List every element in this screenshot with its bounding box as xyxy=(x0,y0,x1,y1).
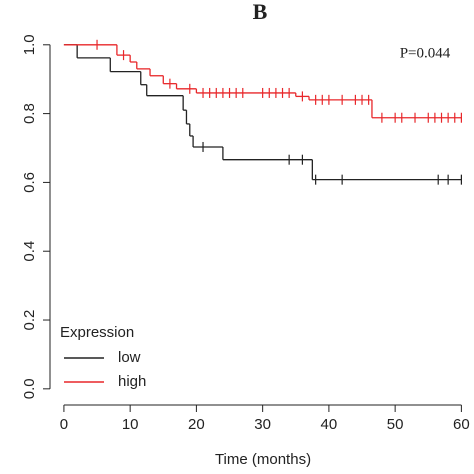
x-axis-label: Time (months) xyxy=(215,451,311,468)
y-tick-label: 1.0 xyxy=(21,34,38,55)
y-tick-label: 0.8 xyxy=(21,103,38,124)
y-tick-label: 0.2 xyxy=(21,310,38,331)
x-tick-label: 60 xyxy=(453,416,470,433)
legend-label: low xyxy=(118,349,141,366)
x-tick-label: 30 xyxy=(254,416,271,433)
legend-title: Expression xyxy=(60,324,134,341)
y-tick-label: 0.6 xyxy=(21,172,38,193)
x-tick-label: 20 xyxy=(188,416,205,433)
x-tick-label: 0 xyxy=(60,416,68,433)
x-tick-label: 10 xyxy=(122,416,139,433)
chart-title: B xyxy=(253,0,268,24)
y-tick-label: 0.4 xyxy=(21,241,38,262)
legend-label: high xyxy=(118,373,146,390)
p-value: P=0.044 xyxy=(400,45,451,61)
x-tick-label: 50 xyxy=(387,416,404,433)
y-tick-label: 0.0 xyxy=(21,378,38,399)
x-tick-label: 40 xyxy=(321,416,338,433)
